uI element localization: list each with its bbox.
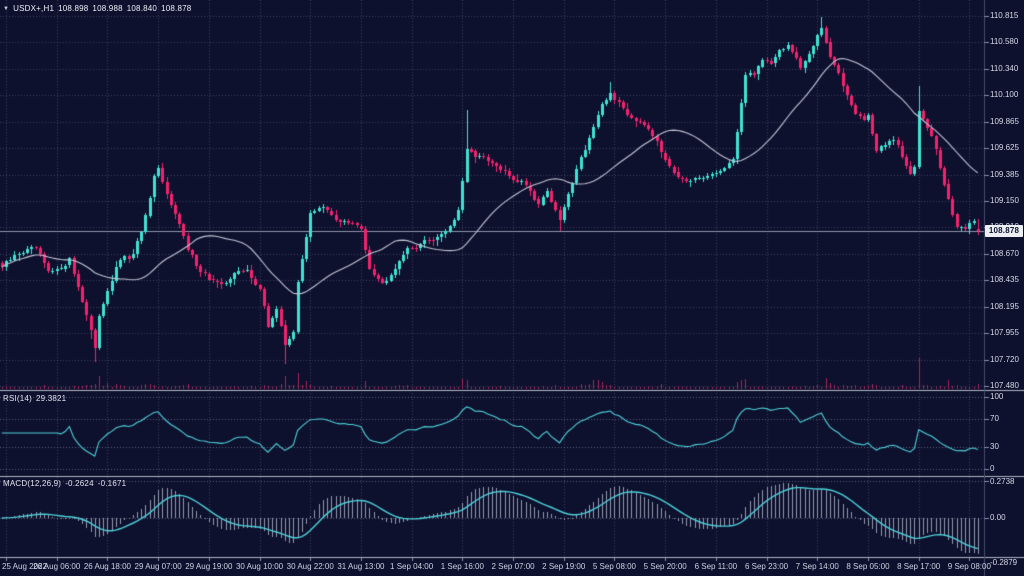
price-axis-label: 110.100 — [990, 90, 1019, 100]
rsi-name: RSI(14) — [3, 394, 32, 403]
rsi-indicator-label: RSI(14) 29.3821 — [3, 394, 70, 403]
time-axis-label: 29 Aug 19:00 — [185, 562, 233, 571]
macd-axis-label: 0.00 — [990, 513, 1006, 522]
macd-axis-label: -0.2879 — [990, 558, 1018, 567]
price-axis-label: 110.580 — [990, 37, 1019, 47]
time-axis-label: 1 Sep 04:00 — [390, 562, 434, 571]
price-axis-label: 107.480 — [990, 381, 1019, 390]
price-axis-label: 108.195 — [990, 301, 1019, 311]
ohlc-header: ▼ USDX+,H1 108.898 108.988 108.840 108.878 — [3, 4, 195, 15]
price-axis-label: 109.865 — [990, 116, 1019, 126]
ohlc-low: 108.840 — [126, 4, 158, 13]
price-axis-label: 109.385 — [990, 169, 1019, 179]
time-axis-label: 29 Aug 07:00 — [134, 562, 182, 571]
time-axis-label: 2 Sep 07:00 — [491, 562, 535, 571]
rsi-indicator-value: 29.3821 — [35, 394, 67, 403]
macd-signal-value: -0.1671 — [97, 479, 127, 488]
price-axis-label: 108.670 — [990, 248, 1019, 258]
price-axis-label: 107.720 — [990, 354, 1019, 364]
time-axis-label: 5 Sep 08:00 — [592, 562, 637, 571]
price-axis-label: 108.435 — [990, 275, 1019, 285]
macd-name: MACD(12,26,9) — [3, 479, 62, 488]
time-axis-label: 7 Sep 14:00 — [795, 562, 839, 571]
price-axis-label: 110.340 — [990, 63, 1019, 73]
macd-indicator-label: MACD(12,26,9) -0.2624 -0.1671 — [3, 479, 130, 488]
time-axis-label: 8 Sep 05:00 — [846, 562, 890, 571]
ohlc-high: 108.988 — [92, 4, 123, 13]
price-axis-label: 109.625 — [990, 143, 1019, 153]
time-axis-label: 30 Aug 10:00 — [235, 562, 284, 571]
time-axis-label: 26 Aug 06:00 — [33, 562, 81, 571]
time-axis-label: 25 Aug 2022 — [2, 562, 47, 571]
ohlc-open: 108.898 — [58, 4, 89, 13]
time-axis-label: 6 Sep 11:00 — [694, 562, 738, 571]
macd-main-value: -0.2624 — [65, 479, 94, 488]
time-axis-label: 8 Sep 17:00 — [897, 562, 941, 571]
price-tag: 108.878 — [985, 225, 1023, 237]
rsi-axis-label: 0 — [990, 464, 995, 473]
time-axis-label: 2 Sep 19:00 — [542, 562, 586, 571]
time-axis-label: 5 Sep 20:00 — [643, 562, 687, 571]
time-axis-label: 9 Sep 08:00 — [947, 562, 991, 571]
price-axis-label: 107.955 — [990, 328, 1019, 338]
price-axis-label: 110.815 — [990, 11, 1019, 20]
time-axis-label: 1 Sep 16:00 — [440, 562, 484, 571]
rsi-axis-label: 100 — [990, 392, 1004, 401]
rsi-axis-label: 70 — [990, 413, 999, 423]
rsi-axis-label: 30 — [990, 442, 999, 452]
symbol-period-label: USDX+,H1 — [13, 4, 55, 13]
expander-icon[interactable]: ▼ — [3, 6, 10, 12]
price-axis-label: 109.150 — [990, 196, 1019, 205]
ohlc-close: 108.878 — [161, 4, 192, 13]
time-axis-label: 31 Aug 13:00 — [337, 562, 385, 571]
time-axis-label: 30 Aug 22:00 — [286, 562, 334, 571]
macd-axis-label: 0.2738 — [990, 477, 1015, 486]
time-axis-label: 6 Sep 23:00 — [744, 562, 789, 571]
time-axis-label: 26 Aug 18:00 — [83, 562, 131, 571]
